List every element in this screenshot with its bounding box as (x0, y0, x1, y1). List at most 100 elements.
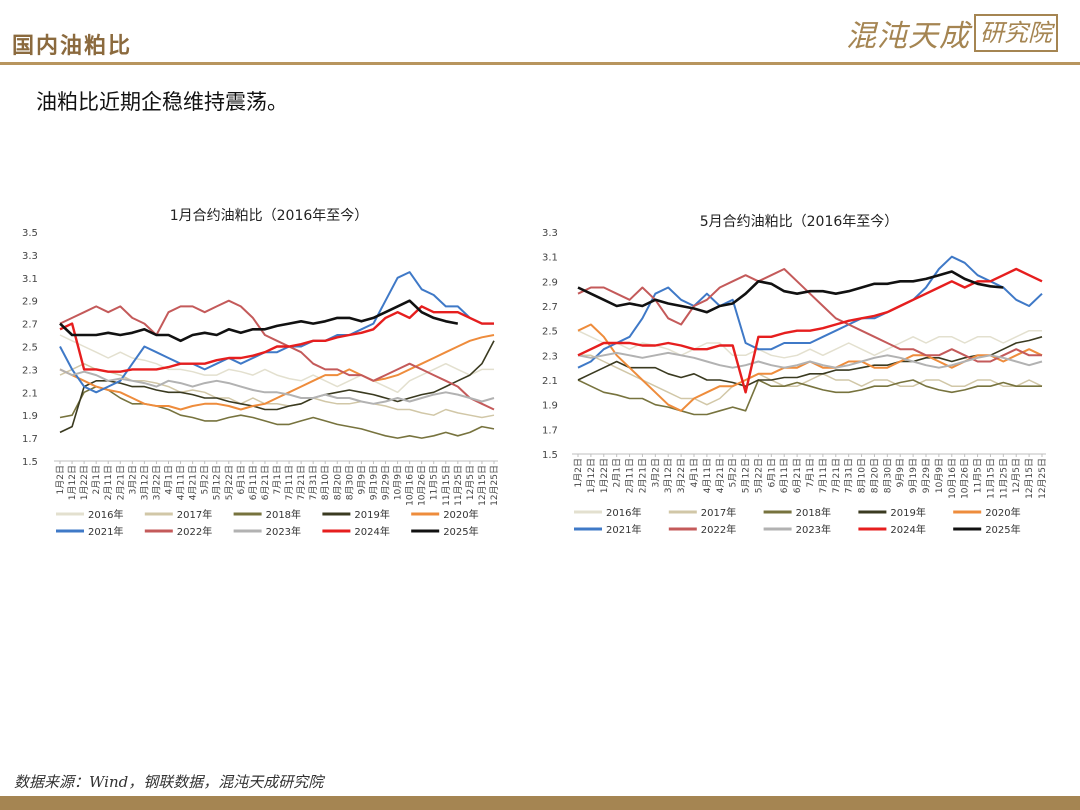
x-tick-label: 6月21日 (792, 458, 803, 493)
x-tick-label: 6月21日 (260, 465, 271, 500)
x-tick-label: 8月10日 (857, 458, 868, 493)
chart-title: 1月合约油粕比（2016年至今） (170, 208, 369, 224)
y-tick-label: 1.9 (542, 401, 558, 412)
x-tick-label: 5月22日 (753, 458, 764, 493)
x-tick-label: 1月12日 (586, 458, 597, 493)
series-line-2017年 (578, 354, 1043, 406)
legend-label: 2023年 (796, 523, 831, 536)
x-tick-label: 4月11日 (702, 458, 713, 493)
x-tick-label: 8月20日 (332, 465, 343, 500)
page-subtitle: 油粕比近期企稳维持震荡。 (36, 90, 288, 114)
x-tick-label: 10月26日 (960, 458, 971, 499)
y-tick-label: 3.1 (22, 274, 38, 285)
y-tick-label: 1.7 (542, 425, 558, 436)
legend-label: 2025年 (443, 525, 478, 538)
y-tick-label: 2.9 (22, 297, 38, 308)
x-tick-label: 1月22日 (79, 465, 90, 500)
x-tick-label: 9月29日 (381, 465, 392, 500)
legend-label: 2022年 (177, 525, 212, 538)
series-line-2020年 (59, 334, 495, 411)
chart-jan-svg: 1月合约油粕比（2016年至今） 1.5 1.7 1.9 2.1 2.3 2.5 2.7 2.9… (22, 208, 500, 538)
x-tick-label: 3月2日 (650, 458, 661, 487)
x-tick-label: 4月21日 (188, 465, 199, 500)
x-tick-label: 5月12日 (212, 465, 223, 500)
legend-label: 2024年 (890, 523, 925, 536)
x-tick-label: 3月12日 (139, 465, 150, 500)
x-tick-label: 1月12日 (67, 465, 78, 500)
y-tick-label: 2.5 (542, 327, 558, 338)
series-line-2025年 (59, 299, 459, 343)
legend-label: 2020年 (443, 508, 478, 521)
legend-label: 2016年 (606, 506, 641, 519)
legend-label: 2017年 (701, 506, 736, 519)
legend-label: 2018年 (796, 506, 831, 519)
x-tick-label: 1月2日 (573, 458, 584, 487)
series-line-2016年 (577, 329, 1042, 359)
y-tick-label: 2.9 (542, 277, 558, 288)
x-tick-label: 10月16日 (405, 465, 416, 506)
x-tick-label: 3月12日 (663, 458, 674, 493)
series-line-2018年 (577, 379, 1042, 416)
x-tick-label: 11月5日 (973, 458, 984, 493)
x-tick-label: 8月30日 (882, 458, 893, 493)
x-tick-label: 4月1日 (164, 465, 175, 494)
legend-label: 2018年 (266, 508, 301, 521)
series-line-2025年 (577, 270, 1004, 314)
y-tick-label: 1.9 (22, 411, 38, 422)
x-tick-label: 11月15日 (441, 465, 452, 506)
logo-script: 混沌天成 (846, 19, 970, 54)
x-tick-label: 7月1日 (272, 465, 283, 494)
header-divider (0, 62, 1080, 65)
legend-label: 2021年 (606, 523, 641, 536)
x-tick-label: 10月9日 (393, 465, 404, 500)
x-tick-label: 2月11日 (625, 458, 636, 493)
x-tick-label: 7月21日 (831, 458, 842, 493)
x-tick-label: 7月11日 (818, 458, 829, 493)
x-tick-label: 10月9日 (934, 458, 945, 493)
series-line-2022年 (59, 299, 495, 411)
series-line-2023年 (59, 368, 495, 405)
x-tick-label: 2月11日 (103, 465, 114, 500)
series-line-2019年 (577, 336, 1043, 387)
y-tick-label: 2.3 (22, 365, 38, 376)
x-tick-label: 12月25日 (1037, 458, 1048, 499)
x-tick-label: 9月29日 (921, 458, 932, 493)
x-tick-label: 8月10日 (320, 465, 331, 500)
x-tick-label: 6月1日 (236, 465, 247, 494)
x-tick-label: 9月19日 (908, 458, 919, 493)
x-tick-label: 11月15日 (985, 458, 996, 499)
x-tick-label: 12月15日 (1024, 458, 1035, 499)
x-tick-label: 9月19日 (368, 465, 379, 500)
x-tick-label: 4月11日 (176, 465, 187, 500)
x-tick-label: 3月22日 (676, 458, 687, 493)
series-line-2023年 (577, 351, 1043, 369)
page-title: 国内油粕比 (12, 33, 133, 59)
footer-bar (0, 796, 1080, 810)
y-tick-label: 1.7 (22, 434, 38, 445)
x-tick-label: 10月26日 (417, 465, 428, 506)
y-tick-label: 2.7 (22, 320, 38, 331)
chart-may-contract: 5月合约油粕比（2016年至今） 1.5 1.7 1.9 2.1 2.3 2.5 2.7 2.9… (534, 206, 1064, 550)
x-tick-label: 6月11日 (779, 458, 790, 493)
x-tick-label: 6月1日 (766, 458, 777, 487)
series-line-2021年 (59, 271, 494, 394)
x-tick-label: 7月31日 (844, 458, 855, 493)
legend-label: 2020年 (985, 506, 1020, 519)
y-tick-label: 1.5 (542, 450, 558, 461)
legend-label: 2017年 (177, 508, 212, 521)
chart-jan-contract: 1月合约油粕比（2016年至今） 1.5 1.7 1.9 2.1 2.3 2.5 2.7 2.9… (14, 196, 524, 550)
series-line-2021年 (577, 255, 1043, 369)
y-tick-label: 2.1 (542, 376, 558, 387)
y-tick-label: 1.5 (22, 457, 38, 468)
y-tick-label: 2.5 (22, 343, 38, 354)
x-tick-label: 11月5日 (429, 465, 440, 500)
x-tick-label: 11月25日 (998, 458, 1009, 499)
x-tick-label: 6月11日 (248, 465, 259, 500)
logo-seal: 研究院 (974, 14, 1058, 52)
series-line-2024年 (59, 305, 494, 373)
x-tick-label: 8月30日 (344, 465, 355, 500)
x-tick-label: 2月21日 (637, 458, 648, 493)
x-tick-label: 7月11日 (284, 465, 295, 500)
x-tick-label: 11月25日 (453, 465, 464, 506)
x-tick-label: 12月5日 (465, 465, 476, 500)
